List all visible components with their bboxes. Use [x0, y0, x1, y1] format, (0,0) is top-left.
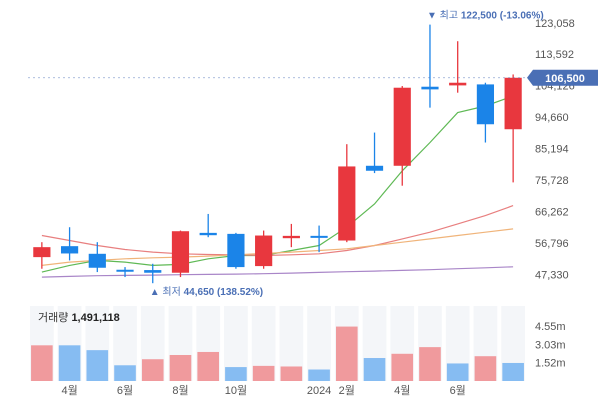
volume-bar — [225, 367, 247, 381]
candle-body — [171, 231, 190, 273]
volume-bar — [197, 351, 220, 381]
low-annotation-prefix: ▲ 최저 — [150, 286, 184, 298]
low-annotation-value: 44,650 (138.52%) — [184, 287, 264, 298]
volume-bar — [474, 356, 497, 381]
candle-body — [365, 165, 384, 171]
low-annotation: ▲ 최저 44,650 (138.52%) — [150, 286, 263, 298]
candle-body — [421, 86, 439, 90]
price-tick-label: 75,728 — [535, 175, 569, 187]
x-axis-label: 6월 — [117, 384, 133, 397]
current-price-value: 106,500 — [545, 73, 585, 85]
volume-bar — [419, 347, 441, 381]
high-annotation-value: 122,500 (-13.06%) — [461, 11, 544, 22]
volume-column-bg — [224, 306, 248, 381]
volume-column-bg — [251, 306, 276, 381]
moving-average-line — [41, 205, 514, 257]
candle-body — [310, 235, 328, 238]
volume-bar — [141, 359, 164, 381]
price-tick-label: 113,592 — [535, 49, 574, 61]
volume-bar — [31, 345, 53, 381]
price-tick-label: 47,330 — [535, 269, 569, 281]
price-tick-label: 85,194 — [535, 144, 569, 156]
volume-tick-label: 4.55m — [535, 321, 566, 333]
volume-column-bg — [279, 306, 304, 381]
high-annotation-prefix: ▼ 최고 — [427, 10, 461, 22]
price-tick-label: 66,262 — [535, 206, 569, 218]
volume-bar — [280, 366, 303, 381]
candle-body — [33, 247, 51, 258]
candle-body — [199, 232, 217, 236]
moving-average-line — [41, 266, 514, 278]
volume-bar — [335, 326, 358, 381]
volume-bar — [308, 369, 330, 381]
price-tick-label: 123,058 — [535, 18, 575, 30]
x-axis-label: 10월 — [225, 384, 247, 397]
volume-bar — [114, 365, 136, 381]
volume-bar — [86, 350, 109, 381]
volume-bar — [391, 353, 414, 381]
volume-tick-label: 1.52m — [535, 358, 566, 370]
volume-column-bg — [501, 306, 525, 381]
volume-tick-label: 3.03m — [535, 339, 566, 351]
x-axis-label: 2024 — [307, 385, 331, 397]
price-tick-label: 94,660 — [535, 112, 569, 124]
candle-body — [227, 233, 245, 268]
volume-column-bg — [307, 306, 331, 381]
moving-average-line — [41, 228, 514, 266]
volume-value: 1,491,118 — [71, 312, 120, 324]
volume-bar — [252, 365, 275, 381]
volume-bar — [502, 362, 524, 381]
volume-label: 거래량 1,491,118 — [38, 309, 120, 325]
candle-body — [60, 246, 79, 254]
volume-title: 거래량 — [38, 312, 69, 324]
current-price-badge — [527, 69, 598, 86]
candle-body — [449, 82, 467, 86]
volume-bar — [169, 354, 192, 381]
price-tick-label: 56,796 — [535, 238, 569, 250]
candle-body — [476, 84, 495, 125]
candle-body — [116, 269, 134, 272]
x-axis-label: 6월 — [450, 384, 466, 397]
candle-body — [144, 270, 162, 273]
x-axis-label: 8월 — [172, 384, 188, 397]
candle-body — [282, 235, 300, 239]
x-axis-label: 4월 — [394, 384, 410, 397]
candle-body — [504, 77, 522, 130]
volume-column-bg — [113, 306, 137, 381]
candle-body — [393, 87, 411, 166]
candle-body — [88, 253, 106, 268]
high-annotation: ▼ 최고 122,500 (-13.06%) — [427, 10, 544, 22]
volume-bar — [446, 363, 469, 381]
x-axis-label: 4월 — [61, 384, 77, 397]
moving-average-line — [41, 95, 514, 273]
volume-bar — [58, 345, 81, 381]
candle-body — [338, 166, 356, 241]
x-axis-label: 2월 — [339, 384, 355, 397]
volume-bar — [363, 358, 386, 381]
candle-body — [255, 235, 273, 267]
volume-column-bg — [445, 306, 470, 381]
